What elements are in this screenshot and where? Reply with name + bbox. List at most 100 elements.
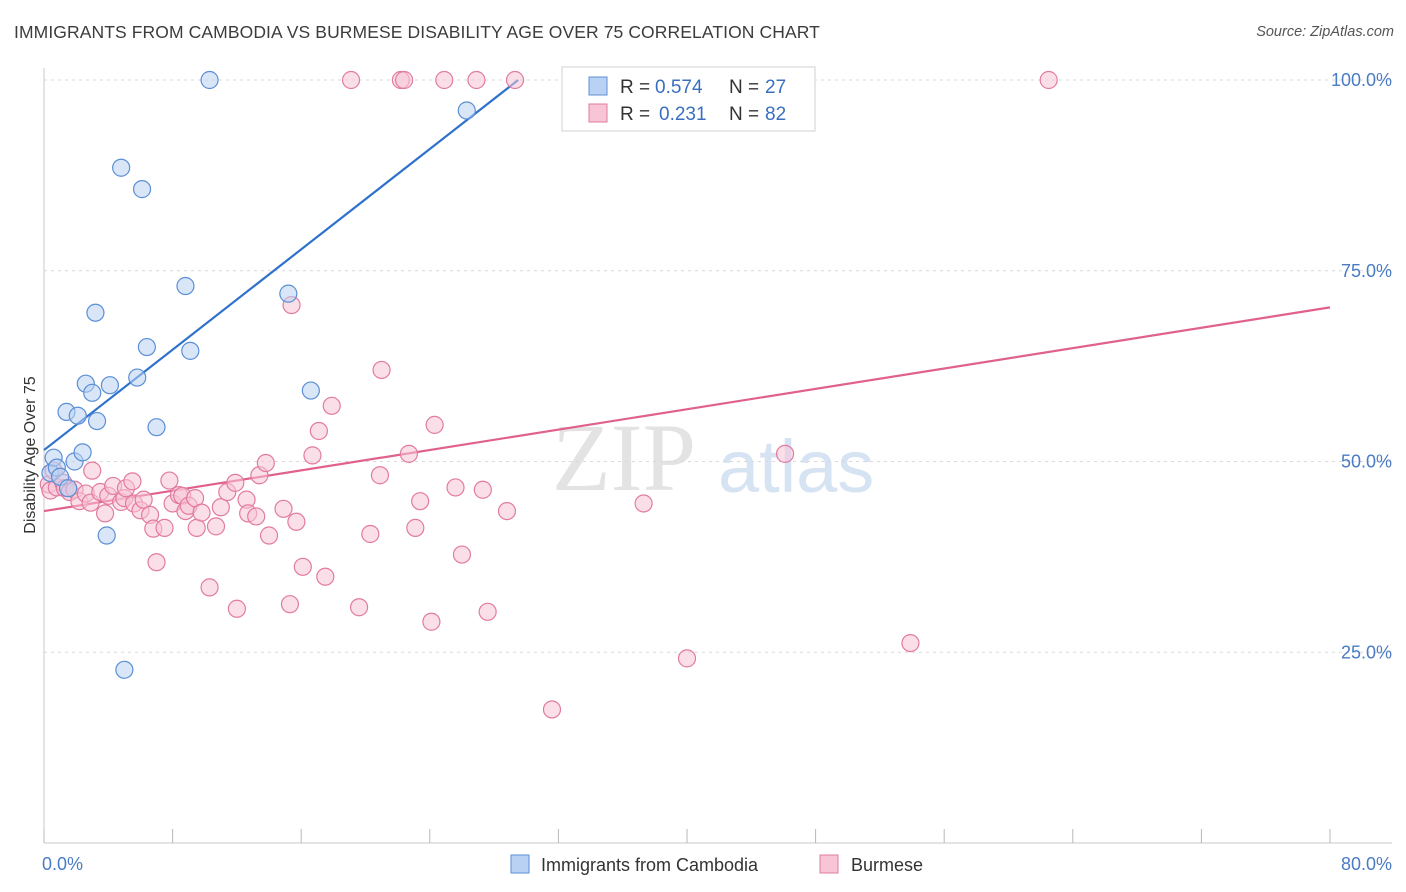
x-tick-label-max: 80.0% (1341, 854, 1392, 874)
cambodia-trend-line (43, 79, 519, 451)
burmese-point (226, 473, 245, 492)
burmese-point (435, 70, 454, 90)
cambodia-point (176, 276, 195, 296)
legend-r-label-1: R = (620, 77, 650, 98)
burmese-point (211, 498, 230, 517)
burmese-point (394, 70, 414, 90)
burmese-point (446, 478, 465, 497)
burmese-point (247, 507, 266, 526)
tick-labels: 25.0% 50.0% 75.0% 100.0% 0.0% 80.0% (42, 70, 1392, 874)
burmese-point (901, 633, 920, 653)
burmese-point (422, 612, 441, 631)
legend-r-label-2: R = (620, 104, 650, 125)
bottom-legend-swatch-burmese (819, 854, 839, 874)
burmese-point (497, 501, 517, 521)
burmese-point (341, 70, 361, 90)
y-tick-label: 25.0% (1341, 642, 1392, 662)
cambodia-point (279, 284, 298, 303)
burmese-point (280, 595, 300, 614)
burmese-point (542, 700, 562, 719)
burmese-point (677, 649, 697, 668)
cambodia-point (68, 406, 87, 425)
burmese-point (1039, 70, 1058, 90)
burmese-point (372, 360, 391, 380)
burmese-point (256, 453, 275, 473)
burmese-point (505, 70, 525, 90)
burmese-point (349, 598, 369, 617)
burmese-point (361, 524, 380, 544)
cambodia-point (100, 376, 120, 395)
legend-n-label-1: N = (729, 77, 759, 98)
burmese-point (259, 526, 279, 545)
burmese-point (206, 517, 226, 536)
legend-r-value-2: 0.231 (659, 104, 707, 125)
axes (43, 68, 1392, 844)
burmese-point (411, 492, 430, 511)
burmese-point (274, 499, 293, 518)
burmese-point (95, 504, 115, 523)
burmese-point (200, 578, 219, 597)
bottom-legend-label-burmese: Burmese (851, 855, 923, 875)
burmese-point (399, 444, 419, 463)
legend-swatch-burmese (588, 103, 608, 123)
cambodia-point (128, 368, 147, 387)
burmese-point (467, 70, 486, 90)
cambodia-point (73, 443, 92, 462)
y-axis-label: Disability Age Over 75 (22, 376, 39, 534)
cambodia-point (97, 526, 116, 545)
burmese-point (406, 518, 425, 537)
legend-r-value-1: 0.574 (655, 77, 703, 98)
burmese-point (287, 512, 306, 531)
burmese-point (134, 490, 153, 509)
burmese-point (293, 557, 312, 576)
watermark-atlas: atlas (718, 425, 874, 508)
burmese-point (478, 602, 497, 621)
burmese-point (775, 444, 795, 463)
source-credit: Source: ZipAtlas.com (1256, 24, 1394, 40)
cambodia-point (137, 337, 156, 357)
burmese-point (452, 545, 472, 564)
cambodia-point (112, 158, 131, 177)
burmese-point (155, 518, 174, 537)
burmese-point (425, 415, 444, 434)
chart-title: IMMIGRANTS FROM CAMBODIA VS BURMESE DISA… (14, 22, 820, 42)
y-tick-label: 100.0% (1331, 70, 1392, 90)
gridlines (44, 79, 1392, 653)
burmese-point (227, 599, 246, 618)
cambodia-point (301, 381, 320, 400)
burmese-point (147, 553, 166, 572)
correlation-legend: R = 0.574 N = 27 R = 0.231 N = 82 (561, 66, 816, 132)
series-legend: Immigrants from Cambodia Burmese (510, 854, 923, 875)
cambodia-point (87, 411, 107, 431)
cambodia-point (59, 479, 78, 498)
burmese-point (316, 567, 335, 586)
cambodia-point (83, 383, 102, 402)
cambodia-point (115, 660, 134, 679)
burmese-point (370, 466, 390, 485)
cambodia-point (147, 418, 166, 437)
burmese-point (473, 480, 492, 499)
burmese-point (123, 472, 142, 491)
cambodia-point (181, 341, 200, 360)
data-points (39, 70, 1058, 719)
burmese-point (192, 503, 211, 522)
burmese-point (634, 494, 653, 513)
legend-swatch-cambodia (588, 76, 608, 96)
cambodia-point (86, 303, 105, 322)
legend-n-value-1: 27 (765, 77, 786, 98)
burmese-point (160, 471, 179, 490)
burmese-point (322, 396, 341, 415)
burmese-point (187, 518, 206, 537)
cambodia-point (132, 180, 152, 199)
y-tick-label: 50.0% (1341, 452, 1392, 472)
watermark-zip: ZIP (552, 404, 696, 511)
burmese-point (303, 446, 322, 465)
bottom-legend-swatch-cambodia (510, 854, 530, 874)
burmese-point (309, 421, 328, 441)
bottom-legend-label-cambodia: Immigrants from Cambodia (541, 855, 759, 875)
burmese-point (83, 461, 102, 480)
legend-n-label-2: N = (729, 104, 759, 125)
y-tick-label: 75.0% (1341, 261, 1392, 281)
x-tick-label-min: 0.0% (42, 854, 83, 874)
